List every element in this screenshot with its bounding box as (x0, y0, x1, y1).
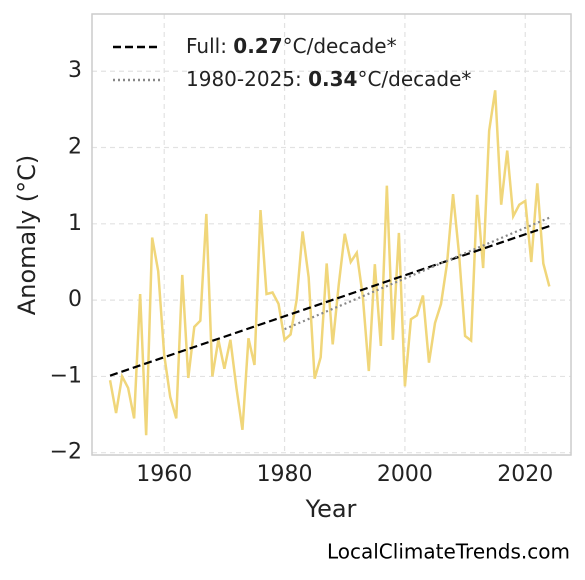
y-tick-label: 0 (68, 287, 82, 312)
trend-line (109, 225, 550, 377)
x-tick-label: 2000 (377, 462, 433, 487)
legend-label-part: °C/decade* (283, 34, 397, 58)
y-tick-label: 3 (68, 58, 82, 83)
x-tick-label: 1980 (257, 462, 313, 487)
legend-label-part: 0.27 (233, 34, 282, 58)
anomaly-line (108, 90, 551, 436)
y-tick-label: 1 (68, 211, 82, 236)
plot-frame (91, 13, 572, 456)
legend-label-part: Full: (186, 34, 233, 58)
y-axis-label: Anomaly (°C) (13, 155, 41, 315)
watermark: LocalClimateTrends.com (327, 540, 570, 564)
legend-label: Full: 0.27°C/decade* (186, 34, 397, 58)
x-tick-label: 1960 (136, 462, 192, 487)
y-tick-label: 2 (68, 135, 82, 160)
y-tick-label: −2 (50, 440, 82, 465)
x-tick-label: 2020 (497, 462, 553, 487)
legend-label-part: 1980-2025: (186, 67, 308, 91)
legend-label-part: °C/decade* (357, 67, 471, 91)
legend-label: 1980-2025: 0.34°C/decade* (186, 67, 471, 91)
y-tick-label: −1 (50, 363, 82, 388)
x-axis-label: Year (305, 495, 357, 523)
legend-label-part: 0.34 (308, 67, 357, 91)
